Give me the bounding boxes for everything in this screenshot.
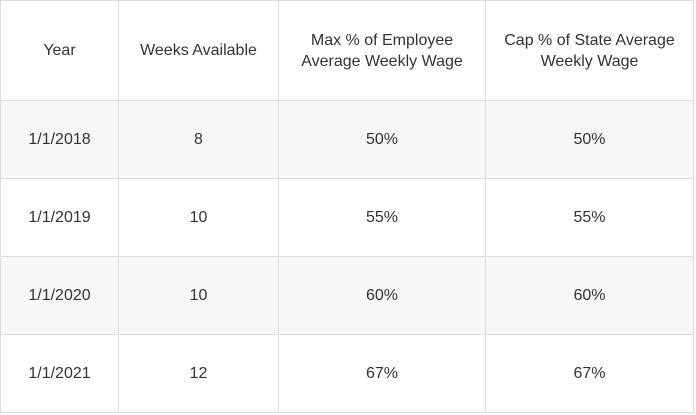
cell-max-employee-wage: 50%	[278, 100, 486, 179]
header-cap-state-wage: Cap % of State Average Weekly Wage	[485, 0, 694, 101]
cell-weeks: 10	[118, 256, 279, 335]
cell-weeks: 12	[118, 334, 279, 413]
cell-year: 1/1/2020	[0, 256, 119, 335]
cell-max-employee-wage: 60%	[278, 256, 486, 335]
cell-year: 1/1/2018	[0, 100, 119, 179]
table-row: 1/1/2018 8 50% 50%	[0, 100, 694, 179]
cell-year: 1/1/2019	[0, 178, 119, 257]
table-row: 1/1/2020 10 60% 60%	[0, 256, 694, 335]
cell-cap-state-wage: 67%	[485, 334, 694, 413]
cell-cap-state-wage: 50%	[485, 100, 694, 179]
cell-cap-state-wage: 60%	[485, 256, 694, 335]
table-row: 1/1/2019 10 55% 55%	[0, 178, 694, 257]
cell-max-employee-wage: 55%	[278, 178, 486, 257]
cell-weeks: 8	[118, 100, 279, 179]
header-max-employee-wage: Max % of Employee Average Weekly Wage	[278, 0, 486, 101]
header-weeks-available: Weeks Available	[118, 0, 279, 101]
cell-weeks: 10	[118, 178, 279, 257]
cell-cap-state-wage: 55%	[485, 178, 694, 257]
cell-max-employee-wage: 67%	[278, 334, 486, 413]
cell-year: 1/1/2021	[0, 334, 119, 413]
header-row: Year Weeks Available Max % of Employee A…	[0, 0, 694, 101]
table-row: 1/1/2021 12 67% 67%	[0, 334, 694, 413]
header-year: Year	[0, 0, 119, 101]
